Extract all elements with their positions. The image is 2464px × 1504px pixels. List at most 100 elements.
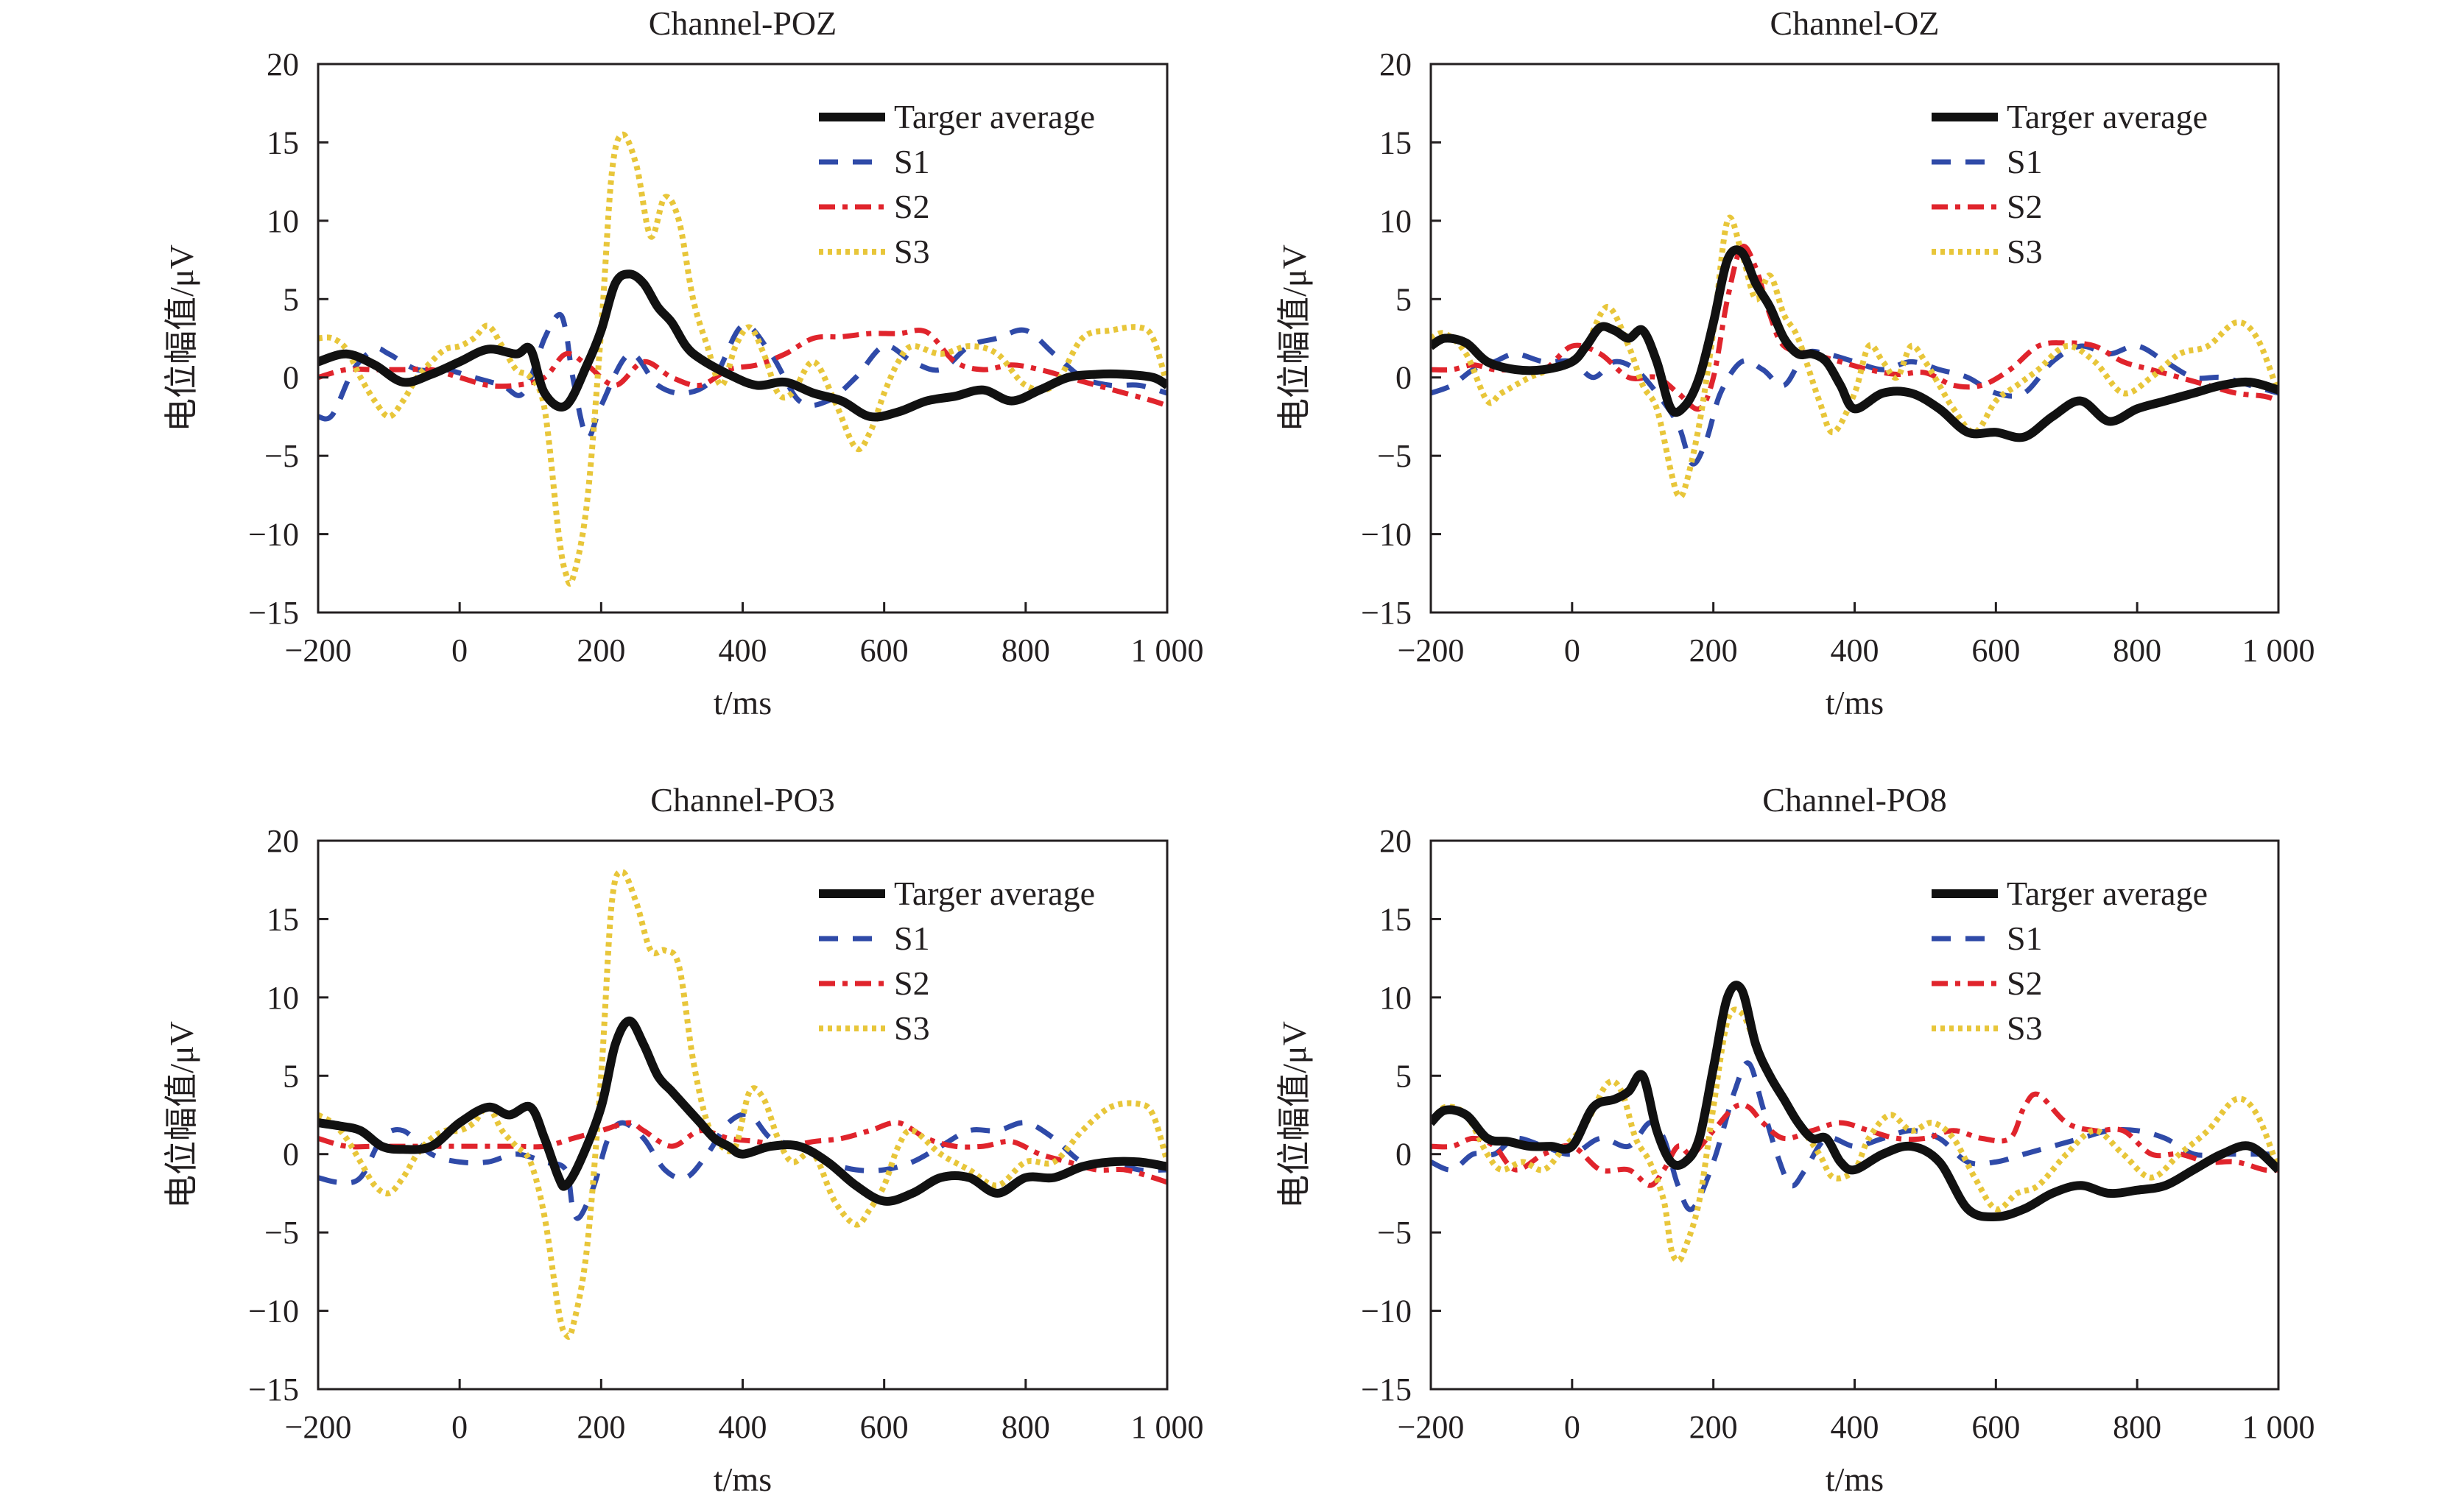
x-tick-label: 400 <box>719 632 767 668</box>
series-line-targer-average <box>318 269 1167 422</box>
legend: Targer average S1 S2 S3 <box>1932 98 2208 270</box>
legend-label: S3 <box>894 1009 930 1047</box>
y-tick-label: 15 <box>1379 124 1412 160</box>
series-line-s1 <box>318 1111 1167 1221</box>
series-line-targer-average <box>1431 245 2278 442</box>
legend-label: S1 <box>2007 143 2043 180</box>
series-line-s3 <box>318 869 1167 1340</box>
y-tick-label: −5 <box>264 1215 299 1251</box>
x-axis-label: t/ms <box>714 684 772 721</box>
legend: Targer average S1 S2 S3 <box>1932 875 2208 1047</box>
y-tick-label: −5 <box>264 438 299 474</box>
chart-panel: Channel-PO8 20 15 10 5 0 −5 −10 −15−200 0 200 400 60… <box>1275 781 2315 1498</box>
y-tick-label: 0 <box>283 1137 299 1173</box>
chart-panel: Channel-PO3 20 15 10 5 0 −5 −10 −15−200 0 200 400 60… <box>163 781 1204 1498</box>
legend-label: S1 <box>894 919 930 957</box>
plot-frame <box>1429 63 2280 614</box>
series-line-s2 <box>1431 244 2278 412</box>
plot-frame <box>1429 839 2280 1391</box>
legend-label: S1 <box>894 143 930 180</box>
x-axis-label: t/ms <box>1826 1461 1884 1498</box>
y-tick-label: −15 <box>1361 1371 1412 1408</box>
series-group <box>318 131 1167 587</box>
x-tick-label: −200 <box>285 632 352 668</box>
y-tick-label: 15 <box>267 901 299 937</box>
legend-label: S2 <box>2007 188 2043 225</box>
y-tick-label: 20 <box>267 823 299 859</box>
chart-title: Channel-OZ <box>1770 4 1940 42</box>
legend-label: S2 <box>894 964 930 1002</box>
y-tick-label: 20 <box>1379 823 1412 859</box>
legend-label: Targer average <box>2007 98 2208 135</box>
x-tick-label: 800 <box>1002 1409 1050 1445</box>
x-tick-label: 600 <box>860 632 909 668</box>
y-tick-label: 5 <box>1395 1058 1412 1094</box>
x-tick-label: −200 <box>1398 1409 1465 1445</box>
y-tick-label: −15 <box>248 595 299 631</box>
x-tick-label: 200 <box>577 632 625 668</box>
y-tick-label: −5 <box>1377 1215 1412 1251</box>
y-tick-label: 10 <box>1379 980 1412 1016</box>
y-tick-label: 15 <box>267 124 299 160</box>
x-axis-label: t/ms <box>714 1461 772 1498</box>
chart-title: Channel-POZ <box>649 4 837 42</box>
y-tick-label: 10 <box>1379 203 1412 239</box>
x-tick-label: 800 <box>1002 632 1050 668</box>
y-tick-label: 0 <box>283 360 299 396</box>
x-tick-label: 0 <box>1564 632 1580 668</box>
x-tick-label: 600 <box>1971 1409 2020 1445</box>
series-line-targer-average <box>318 1016 1167 1206</box>
x-tick-label: 200 <box>1689 632 1738 668</box>
chart-panel: Channel-OZ 20 15 10 5 0 −5 −10 −15−200 0 200 400 600… <box>1275 4 2315 721</box>
chart-panel: Channel-POZ 20 15 10 5 0 −5 −10 −15−200 0 200 400 60… <box>163 4 1204 721</box>
series-line-s2 <box>1431 1091 2278 1188</box>
chart-title: Channel-PO3 <box>650 781 834 819</box>
y-axis-label: 电位幅值/μV <box>1275 244 1313 432</box>
series-line-s3 <box>318 131 1167 587</box>
y-tick-label: 5 <box>283 1058 299 1094</box>
x-axis-label: t/ms <box>1826 684 1884 721</box>
series-line-s2 <box>318 1120 1167 1185</box>
y-tick-label: −10 <box>248 1293 299 1330</box>
x-tick-label: 0 <box>451 632 468 668</box>
y-axis-label: 电位幅值/μV <box>1275 1021 1313 1209</box>
x-tick-label: 200 <box>577 1409 625 1445</box>
plot-frame <box>317 63 1169 614</box>
legend-label: Targer average <box>2007 875 2208 912</box>
y-tick-label: 10 <box>267 980 299 1016</box>
legend-label: S3 <box>2007 233 2043 270</box>
y-tick-label: 5 <box>283 281 299 317</box>
series-group <box>1431 215 2278 500</box>
legend: Targer average S1 S2 S3 <box>819 98 1095 270</box>
legend-label: S3 <box>2007 1009 2043 1047</box>
y-tick-label: −15 <box>1361 595 1412 631</box>
x-tick-label: 400 <box>1831 632 1879 668</box>
legend: Targer average S1 S2 S3 <box>819 875 1095 1047</box>
x-tick-label: 1 000 <box>1131 1409 1204 1445</box>
x-tick-label: −200 <box>1398 632 1465 668</box>
x-tick-label: 200 <box>1689 1409 1738 1445</box>
x-tick-label: 1 000 <box>2242 1409 2315 1445</box>
x-tick-label: 1 000 <box>1131 632 1204 668</box>
x-tick-label: 1 000 <box>2242 632 2315 668</box>
y-tick-label: 10 <box>267 203 299 239</box>
chart-title: Channel-PO8 <box>1762 781 1946 819</box>
x-tick-label: −200 <box>285 1409 352 1445</box>
y-tick-label: −10 <box>1361 1293 1412 1330</box>
x-tick-label: 0 <box>451 1409 468 1445</box>
y-axis-label: 电位幅值/μV <box>163 1021 200 1209</box>
y-tick-label: 20 <box>1379 46 1412 82</box>
y-tick-label: −10 <box>1361 517 1412 553</box>
y-tick-label: 15 <box>1379 901 1412 937</box>
x-tick-label: 400 <box>719 1409 767 1445</box>
x-tick-label: 800 <box>2113 632 2161 668</box>
series-line-s2 <box>318 328 1167 409</box>
series-line-s3 <box>1431 1006 2278 1264</box>
legend-label: S2 <box>2007 964 2043 1002</box>
y-tick-label: 0 <box>1395 1137 1412 1173</box>
y-tick-label: 0 <box>1395 360 1412 396</box>
legend-label: Targer average <box>894 98 1095 135</box>
y-tick-label: −15 <box>248 1371 299 1408</box>
y-tick-label: −10 <box>248 517 299 553</box>
x-tick-label: 0 <box>1564 1409 1580 1445</box>
